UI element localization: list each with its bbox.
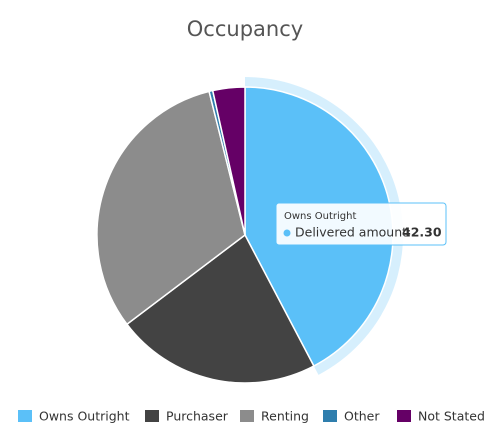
tooltip-title: Owns Outright xyxy=(284,211,356,222)
legend-swatch xyxy=(323,410,337,422)
chart-title: Occupancy xyxy=(187,17,303,41)
legend-swatch xyxy=(397,410,411,422)
legend-swatch xyxy=(145,410,159,422)
legend-label: Renting xyxy=(261,409,309,424)
legend-label: Other xyxy=(344,409,380,424)
tooltip-label: Delivered amount: xyxy=(295,225,411,240)
tooltip-box xyxy=(275,202,447,246)
legend-swatch xyxy=(240,410,254,422)
tooltip: Owns Outright Delivered amount:42.30 xyxy=(275,202,447,246)
pie-slice xyxy=(211,86,246,236)
tooltip-marker xyxy=(283,229,291,237)
legend-label: Owns Outright xyxy=(39,409,130,424)
pie-slice xyxy=(96,90,246,326)
legend-label: Purchaser xyxy=(166,409,229,424)
pie-slice xyxy=(125,233,315,384)
legend-label: Not Stated xyxy=(418,409,485,424)
tooltip-value: 42.30 xyxy=(402,225,442,240)
legend-swatch xyxy=(18,410,32,422)
